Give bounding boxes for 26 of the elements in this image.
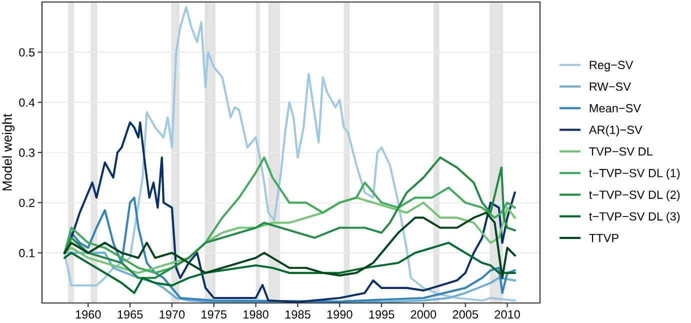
y-tick-label: 0.5 <box>19 48 35 57</box>
legend-label: TTVP <box>589 234 618 242</box>
x-tick-label: 1995 <box>369 310 394 319</box>
legend-label: Mean−SV <box>590 104 642 112</box>
legend-label: t−TVP−SV DL (1) <box>589 168 680 180</box>
y-tick-label: 0.4 <box>19 98 35 107</box>
x-tick-label: 1980 <box>244 310 268 319</box>
legend-label: t−TVP−SV DL (3) <box>589 212 680 223</box>
x-tick-label: 1990 <box>327 310 352 319</box>
y-tick-label: 0.3 <box>19 148 35 157</box>
y-tick-label: 0.1 <box>19 248 34 258</box>
x-tick-label: 1965 <box>118 310 143 319</box>
y-tick-label: 0.2 <box>19 198 34 208</box>
x-tick-label: 2005 <box>452 310 478 319</box>
legend-label: AR(1)−SV <box>588 125 642 136</box>
x-tick-label: 2010 <box>494 310 520 319</box>
legend-label: RW−SV <box>590 82 631 91</box>
x-tick-label: 1985 <box>285 310 310 319</box>
legend-label: TVP−SV DL <box>589 147 652 156</box>
x-tick-label: 1975 <box>202 310 227 319</box>
y-axis-title: Model weight <box>2 114 14 190</box>
legend-label: t−TVP−SV DL (2) <box>589 190 680 202</box>
x-tick-label: 2000 <box>410 310 436 319</box>
x-tick-label: 1960 <box>76 310 101 319</box>
legend-label: Reg−SV <box>590 60 634 72</box>
x-tick-label: 1970 <box>160 310 185 319</box>
